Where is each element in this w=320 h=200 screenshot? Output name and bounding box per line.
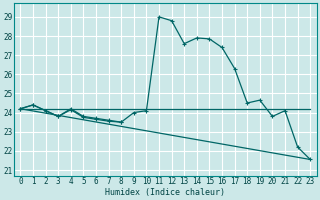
- X-axis label: Humidex (Indice chaleur): Humidex (Indice chaleur): [105, 188, 225, 197]
